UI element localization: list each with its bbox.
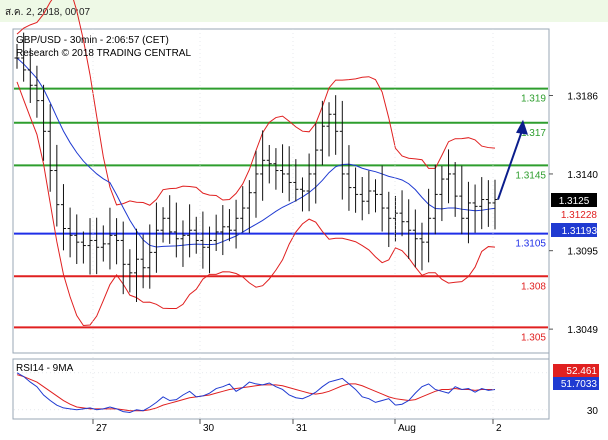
level-label: 1.3145 <box>515 170 546 181</box>
band-middle <box>16 57 496 248</box>
price-tick-label: 1.3140 <box>567 170 598 181</box>
axis-layer: 1.3186 1.3140 1.3095 1.3049 27 30 31 Aug 2 <box>92 29 598 434</box>
level-label: 1.308 <box>521 281 546 292</box>
candles-layer <box>14 32 528 303</box>
x-tick-label: Aug <box>398 423 416 434</box>
level-label: 1.3105 <box>515 239 546 250</box>
x-tick-label: 31 <box>296 423 308 434</box>
timestamp-label: ส.ค. 2, 2018, 00:07 <box>5 7 91 18</box>
x-tick-label: 27 <box>96 423 108 434</box>
x-tick-label: 30 <box>203 423 215 434</box>
x-tick-label: 2 <box>496 423 502 434</box>
band-upper-tag <box>551 207 597 220</box>
level-label: 1.305 <box>521 332 546 343</box>
rsi-value-tag <box>553 364 599 377</box>
levels-layer: 1.319 1.317 1.3145 1.3105 1.308 1.305 <box>14 87 548 343</box>
band-upper-value: 1.31228 <box>561 210 598 221</box>
price-panel <box>12 28 550 354</box>
forecast-arrow <box>497 130 523 200</box>
rsi-value: 52.461 <box>566 366 597 377</box>
level-label: 1.317 <box>521 128 546 139</box>
price-tick-label: 1.3049 <box>567 325 598 336</box>
level-label: 1.319 <box>521 94 546 105</box>
last-price-value: 1.3125 <box>559 196 590 207</box>
top-bar: ส.ค. 2, 2018, 00:07 <box>0 0 608 22</box>
band-upper <box>16 0 496 206</box>
band-middle-tag <box>551 223 597 237</box>
rsi-line <box>16 372 496 414</box>
rsi-ma-tag <box>553 377 599 390</box>
band-middle-value: 1.31193 <box>562 226 598 237</box>
last-price-tag <box>551 193 597 207</box>
rsi-tick-label: 30 <box>587 406 599 417</box>
chart-subtitle: Research © 2018 TRADING CENTRAL <box>16 48 191 59</box>
price-tick-label: 1.3095 <box>567 247 598 258</box>
forecast-arrow-head <box>516 119 528 135</box>
rsi-ma-value: 51.7033 <box>561 379 598 390</box>
rsi-label: RSI14 - 9MA <box>16 363 74 374</box>
price-tick-label: 1.3186 <box>567 92 598 103</box>
chart-title: GBP/USD - 30min - 2:06:57 (CET) <box>16 35 169 46</box>
rsi-ma-line <box>16 374 495 412</box>
